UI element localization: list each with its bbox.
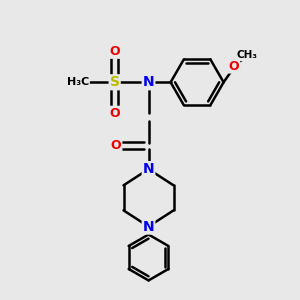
Text: N: N [143, 220, 154, 234]
Text: O: O [110, 45, 120, 58]
Text: O: O [111, 139, 122, 152]
Text: O: O [229, 60, 239, 73]
Text: O: O [110, 107, 120, 120]
Text: S: S [110, 75, 120, 89]
Text: H₃C: H₃C [67, 77, 89, 87]
Text: N: N [143, 162, 154, 176]
Text: N: N [143, 75, 154, 89]
Text: CH₃: CH₃ [237, 50, 258, 60]
